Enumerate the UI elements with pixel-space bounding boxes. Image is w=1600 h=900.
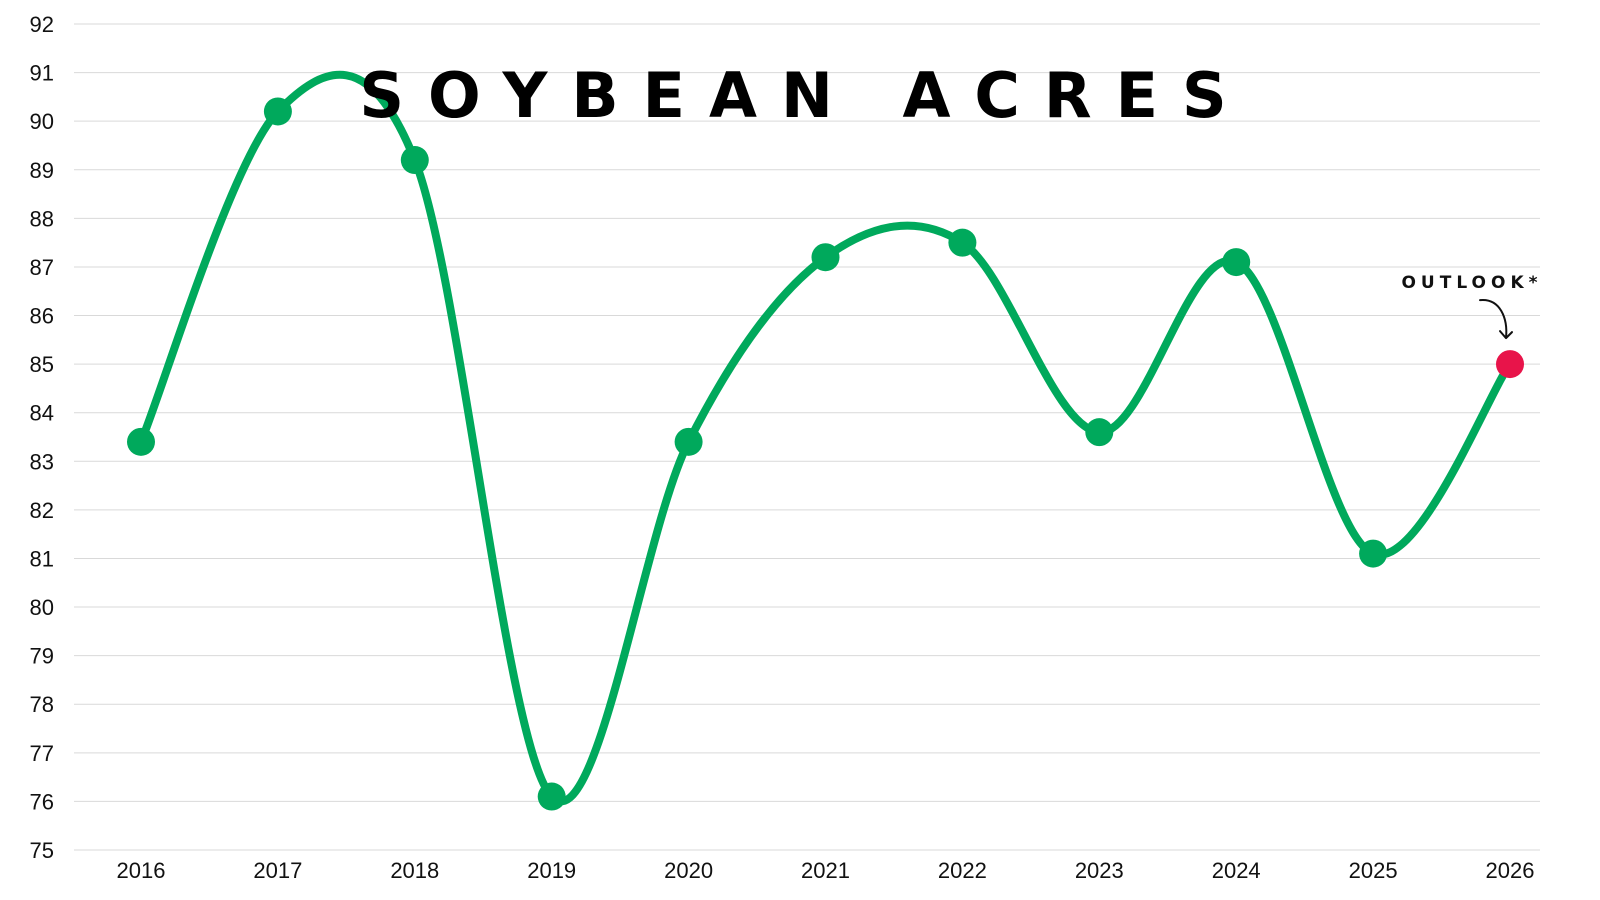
data-point (263, 97, 292, 126)
y-tick-label: 78 (30, 692, 54, 717)
gridlines (74, 23, 1540, 851)
outlook-arrow-icon (1479, 299, 1513, 340)
y-tick-label: 85 (30, 352, 54, 377)
data-point (674, 427, 703, 456)
x-tick-label: 2017 (253, 858, 302, 883)
y-tick-label: 82 (30, 498, 54, 523)
x-tick-label: 2021 (801, 858, 850, 883)
y-tick-label: 92 (30, 12, 54, 37)
y-tick-label: 84 (30, 401, 54, 426)
data-point (400, 146, 429, 175)
series-line (137, 70, 1514, 805)
y-tick-label: 91 (30, 61, 54, 86)
x-tick-label: 2018 (390, 858, 439, 883)
y-tick-label: 90 (30, 109, 54, 134)
x-tick-label: 2025 (1349, 858, 1398, 883)
y-tick-label: 89 (30, 158, 54, 183)
y-axis-tick-labels: 75 76 77 78 79 80 81 82 83 84 85 86 87 88 89 90 91 92 (30, 12, 54, 863)
y-tick-label: 86 (30, 304, 54, 329)
y-tick-label: 76 (30, 789, 54, 814)
outlook-annotation: OUTLOOK* (1401, 273, 1542, 293)
y-tick-label: 79 (30, 644, 54, 669)
x-axis-tick-labels: 2016 2017 2018 2019 2020 2021 2022 2023 2024 2025… (117, 858, 1535, 883)
y-tick-label: 80 (30, 595, 54, 620)
y-tick-label: 77 (30, 741, 54, 766)
x-tick-label: 2019 (527, 858, 576, 883)
data-point (1359, 539, 1388, 568)
y-tick-label: 87 (30, 255, 54, 280)
x-tick-label: 2022 (938, 858, 987, 883)
data-point (1222, 248, 1251, 277)
y-tick-label: 81 (30, 546, 54, 571)
data-point (127, 427, 155, 456)
chart-title: SOYBEAN ACRES (359, 59, 1250, 132)
x-tick-label: 2024 (1212, 858, 1261, 883)
data-point (811, 243, 840, 272)
outlook-point (1496, 350, 1524, 379)
x-tick-label: 2026 (1486, 858, 1535, 883)
x-tick-label: 2023 (1075, 858, 1124, 883)
data-point (948, 228, 977, 257)
y-tick-label: 75 (30, 838, 54, 863)
y-tick-label: 83 (30, 449, 54, 474)
x-tick-label: 2020 (664, 858, 713, 883)
y-tick-label: 88 (30, 206, 54, 231)
x-tick-label: 2016 (117, 858, 166, 883)
data-point (1085, 418, 1114, 447)
data-points (127, 97, 1524, 811)
data-point (537, 782, 566, 811)
